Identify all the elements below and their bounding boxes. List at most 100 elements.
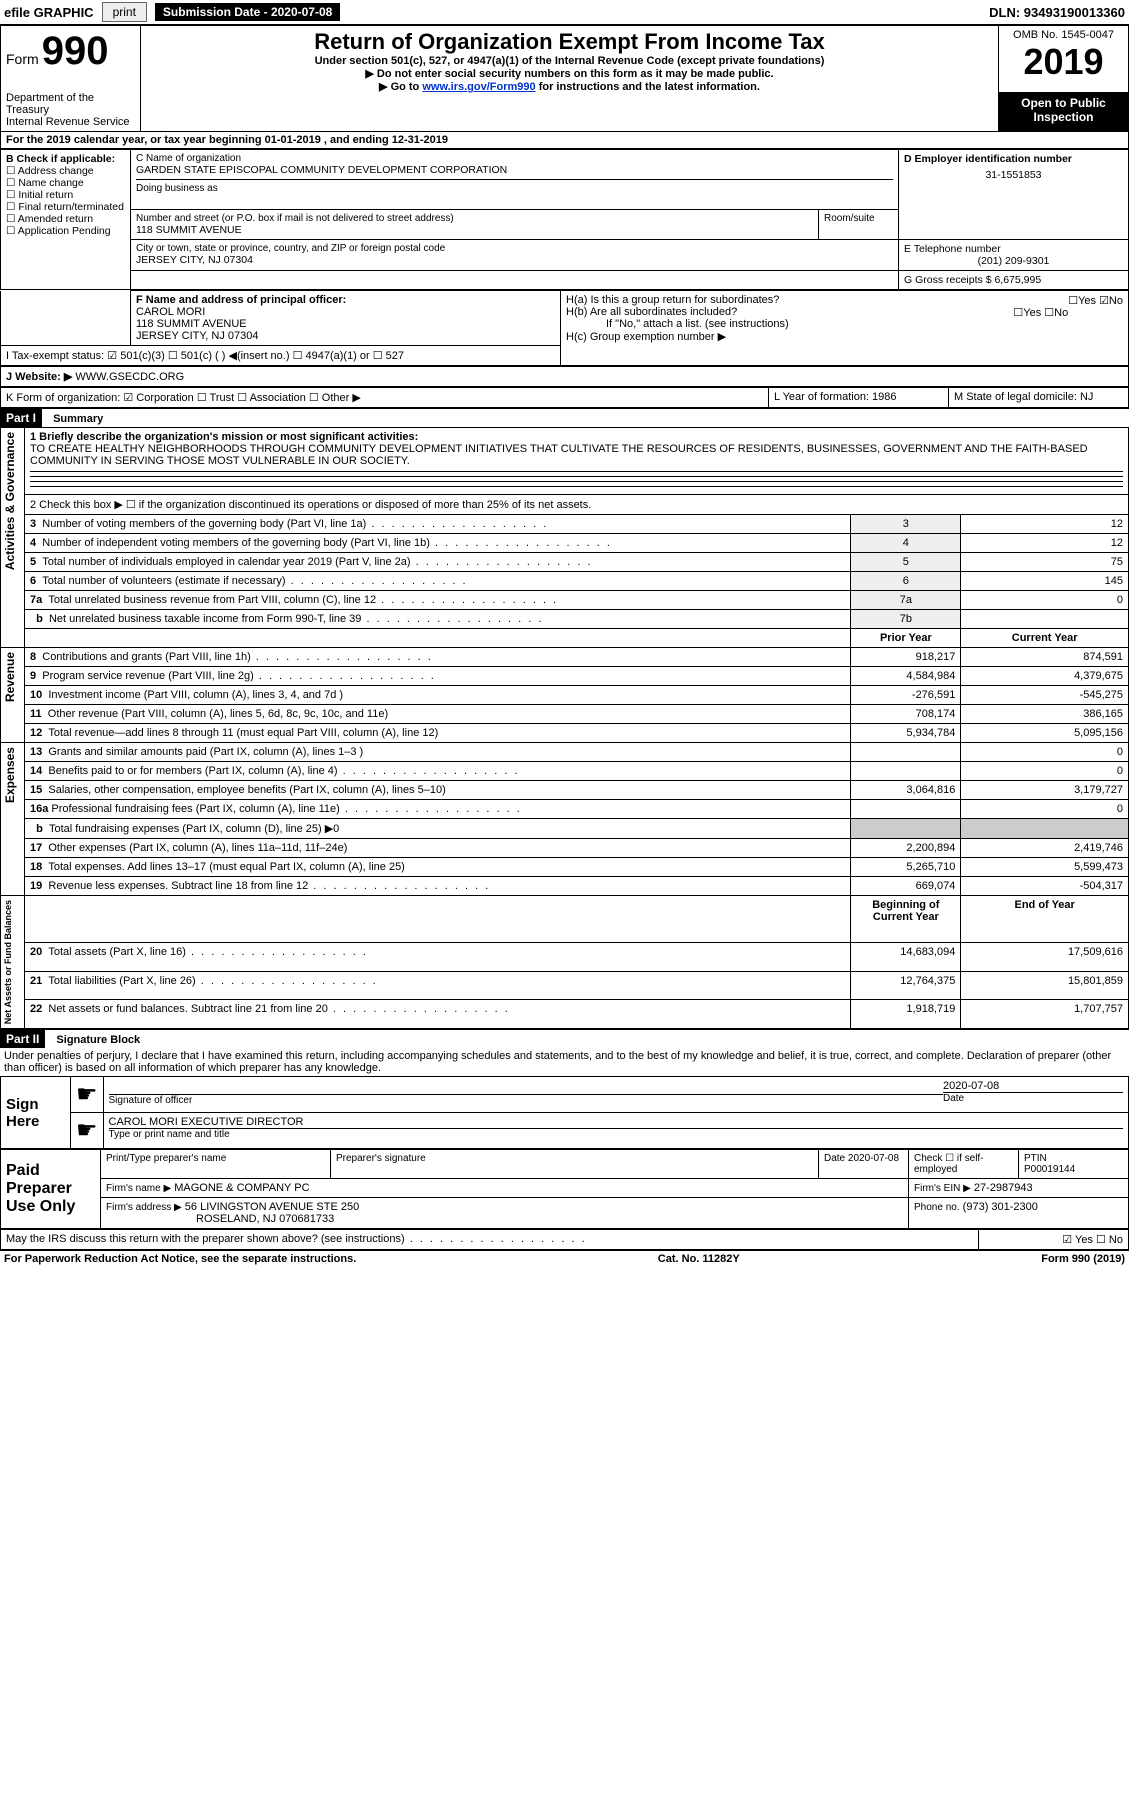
gov-row-3: 3 Number of voting members of the govern… [1,515,1129,534]
part1-table: Activities & Governance 1 Briefly descri… [0,427,1129,1029]
ein-value: 31-1551853 [904,165,1123,185]
side-governance: Activities & Governance [1,428,19,574]
officer-addr2: JERSEY CITY, NJ 07304 [136,330,555,342]
sig-name-label: Type or print name and title [109,1128,1123,1140]
form-of-org: K Form of organization: ☑ Corporation ☐ … [1,388,769,408]
gross-receipts: G Gross receipts $ 6,675,995 [899,271,1129,290]
state-domicile: M State of legal domicile: NJ [949,388,1129,408]
dba-label: Doing business as [136,179,893,194]
form-word: Form [6,51,39,67]
city-label: City or town, state or province, country… [136,243,893,254]
tax-exempt-label: I Tax-exempt status: [6,350,104,362]
header-bar: efile GRAPHIC print Submission Date - 20… [0,0,1129,25]
main-title: Return of Organization Exempt From Incom… [146,29,993,55]
exp-16b: b Total fundraising expenses (Part IX, c… [25,819,851,839]
exp-17: 17 Other expenses (Part IX, column (A), … [25,839,851,858]
gov-row-7b: b Net unrelated business taxable income … [1,610,1129,629]
phone-label: E Telephone number [904,243,1123,255]
na-22: 22 Net assets or fund balances. Subtract… [25,1000,851,1029]
na-20: 20 Total assets (Part X, line 16) [25,942,851,971]
part-1-header: Part I Summary [0,408,1129,427]
rev-11: 11 Other revenue (Part VIII, column (A),… [25,705,851,724]
officer-name: CAROL MORI [136,306,555,318]
checkbox-final-return[interactable]: ☐ Final return/terminated [6,201,125,213]
website-value: WWW.GSECDC.ORG [75,371,184,383]
exp-19: 19 Revenue less expenses. Subtract line … [25,877,851,896]
footer: For Paperwork Reduction Act Notice, see … [0,1250,1129,1267]
firm-addr2: ROSELAND, NJ 070681733 [106,1213,334,1225]
prep-sig-label: Preparer's signature [331,1150,819,1179]
checkbox-pending[interactable]: ☐ Application Pending [6,225,125,237]
footer-left: For Paperwork Reduction Act Notice, see … [4,1253,356,1265]
na-21: 21 Total liabilities (Part X, line 26) [25,971,851,1000]
gov-row-6: 6 Total number of volunteers (estimate i… [1,572,1129,591]
rev-9: 9 Program service revenue (Part VIII, li… [25,667,851,686]
checkbox-address-change[interactable]: ☐ Address change [6,165,125,177]
sections-f-h: F Name and address of principal officer:… [0,290,1129,366]
sections-k-l-m: K Form of organization: ☑ Corporation ☐ … [0,387,1129,408]
form990-link[interactable]: www.irs.gov/Form990 [422,81,535,93]
paid-preparer-block: Paid Preparer Use Only Print/Type prepar… [0,1149,1129,1229]
h-b-note: If "No," attach a list. (see instruction… [566,318,1123,330]
line2: 2 Check this box ▶ ☐ if the organization… [25,495,1129,515]
subtitle-3: ▶ Go to www.irs.gov/Form990 for instruct… [146,80,993,93]
checkbox-initial-return[interactable]: ☐ Initial return [6,189,125,201]
prep-date: Date 2020-07-08 [819,1150,909,1179]
sign-here-block: Sign Here ☛ Signature of officer 2020-07… [0,1076,1129,1149]
paid-preparer-label: Paid Preparer Use Only [1,1150,101,1229]
prep-check: Check ☐ if self-employed [909,1150,1019,1179]
footer-mid: Cat. No. 11282Y [658,1253,740,1265]
print-button[interactable]: print [102,2,147,22]
submission-date: Submission Date - 2020-07-08 [155,3,340,21]
exp-14: 14 Benefits paid to or for members (Part… [25,762,851,781]
gov-row-4: 4 Number of independent voting members o… [1,534,1129,553]
sig-date: 2020-07-08 [943,1080,1123,1092]
sig-name: CAROL MORI EXECUTIVE DIRECTOR [109,1116,1123,1128]
room-label: Room/suite [824,213,893,224]
part-2-header: Part II Signature Block [0,1029,1129,1048]
subtitle-2: ▶ Do not enter social security numbers o… [146,67,993,80]
signature-arrow-icon: ☛ [71,1077,104,1113]
org-name: GARDEN STATE EPISCOPAL COMMUNITY DEVELOP… [136,164,893,176]
discuss-row: May the IRS discuss this return with the… [0,1229,1129,1250]
form-number: 990 [42,29,109,73]
dln: DLN: 93493190013360 [989,5,1125,20]
h-c: H(c) Group exemption number ▶ [566,330,1123,343]
website-label: J Website: ▶ [6,371,72,383]
gov-row-7a: 7a Total unrelated business revenue from… [1,591,1129,610]
section-b-label: B Check if applicable: [6,153,125,165]
city-value: JERSEY CITY, NJ 07304 [136,254,893,266]
footer-right: Form 990 (2019) [1041,1253,1125,1265]
line-a: For the 2019 calendar year, or tax year … [0,132,1129,149]
col-headers-1: Prior YearCurrent Year [1,629,1129,648]
checkbox-name-change[interactable]: ☐ Name change [6,177,125,189]
open-public-badge: Open to Public Inspection [999,93,1129,132]
rev-12: 12 Total revenue—add lines 8 through 11 … [25,724,851,743]
sig-officer-label: Signature of officer [109,1094,943,1106]
org-name-label: C Name of organization [136,153,893,164]
h-b: H(b) Are all subordinates included? ☐Yes… [566,306,1123,318]
firm-name: MAGONE & COMPANY PC [174,1182,309,1194]
firm-ein: 27-2987943 [974,1182,1033,1194]
checkbox-amended[interactable]: ☐ Amended return [6,213,125,225]
gov-row-5: 5 Total number of individuals employed i… [1,553,1129,572]
year-formation: L Year of formation: 1986 [769,388,949,408]
firm-phone: (973) 301-2300 [963,1201,1038,1213]
side-expenses: Expenses [1,743,19,807]
line1-text: TO CREATE HEALTHY NEIGHBORHOODS THROUGH … [30,443,1123,467]
declaration: Under penalties of perjury, I declare th… [0,1048,1129,1076]
dept-treasury: Department of the Treasury [6,92,135,116]
officer-addr1: 118 SUMMIT AVENUE [136,318,555,330]
side-netassets: Net Assets or Fund Balances [1,896,15,1028]
street-value: 118 SUMMIT AVENUE [136,224,813,236]
phone-value: (201) 209-9301 [904,255,1123,267]
efile-label: efile GRAPHIC [4,5,94,20]
subtitle-1: Under section 501(c), 527, or 4947(a)(1)… [146,55,993,67]
header-sections: B Check if applicable: ☐ Address change … [0,149,1129,290]
rev-10: 10 Investment income (Part VIII, column … [25,686,851,705]
officer-label: F Name and address of principal officer: [136,294,555,306]
tax-exempt-opts: ☑ 501(c)(3) ☐ 501(c) ( ) ◀(insert no.) ☐… [107,350,404,362]
tax-year: 2019 [1004,41,1123,83]
rev-8: 8 Contributions and grants (Part VIII, l… [25,648,851,667]
exp-13: 13 Grants and similar amounts paid (Part… [25,743,851,762]
